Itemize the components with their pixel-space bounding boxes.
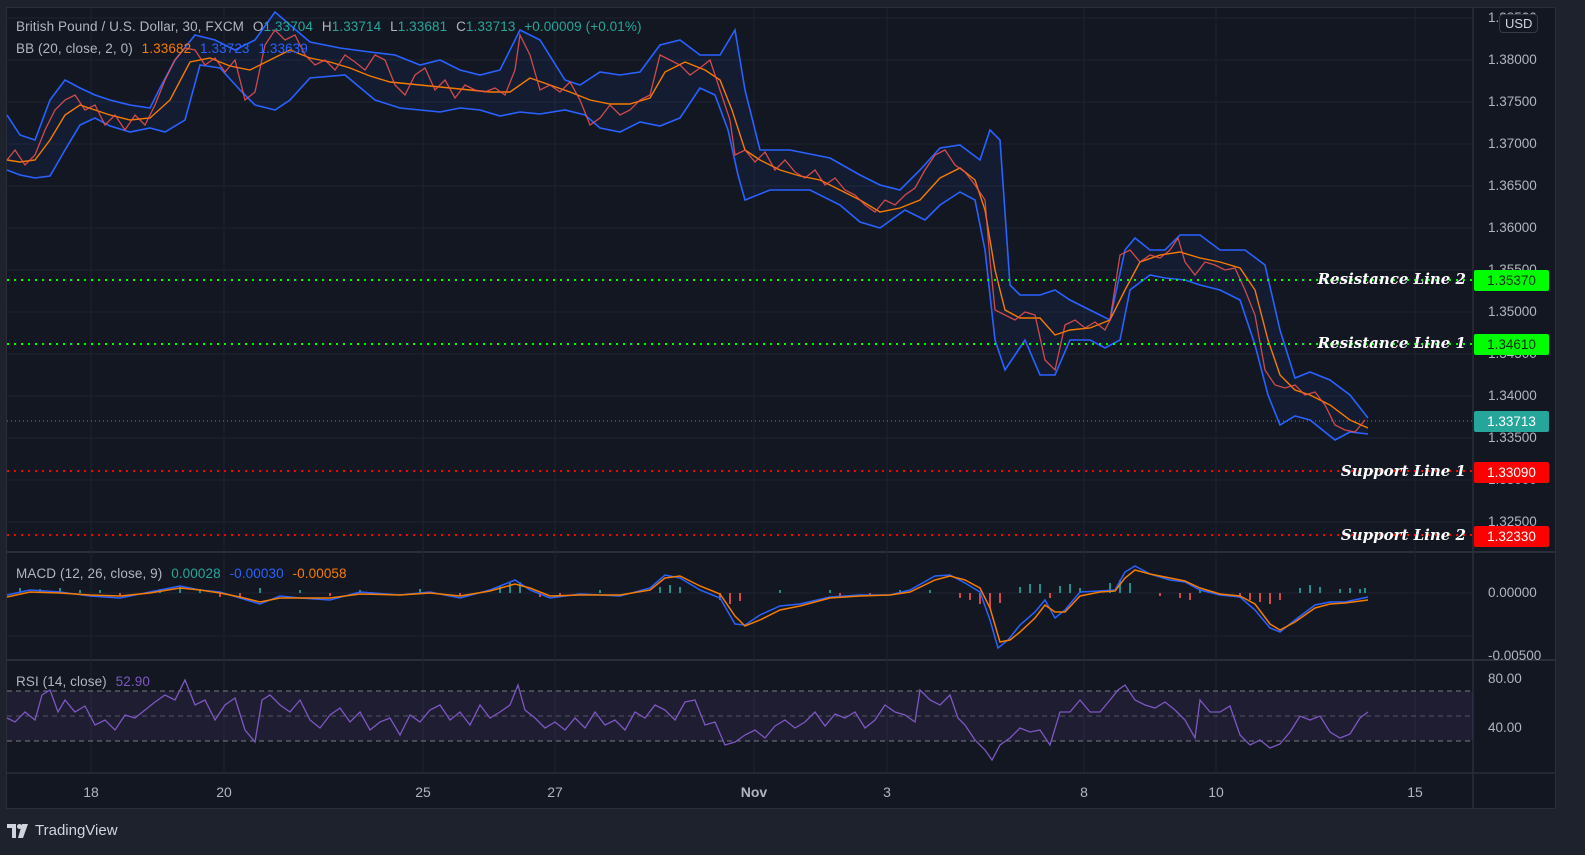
ohlc-high: H1.33714: [321, 19, 382, 34]
price-tick: 1.32500: [1488, 514, 1537, 529]
time-tick: 10: [1208, 784, 1224, 800]
price-tick: 1.35000: [1488, 304, 1537, 319]
time-tick: Nov: [740, 784, 768, 800]
bb-basis-line: [6, 49, 1369, 429]
tradingview-brand[interactable]: TradingView: [7, 822, 118, 839]
price-tick: 1.37500: [1488, 94, 1537, 109]
bb-legend[interactable]: BB (20, close, 2, 0) 1.33682 1.33723 1.3…: [16, 41, 313, 56]
macd-line: [6, 565, 1369, 650]
macd-legend[interactable]: MACD (12, 26, close, 9) 0.00028 -0.00030…: [16, 566, 352, 581]
top-strip: [0, 0, 1585, 7]
ohlc-close: C1.33713: [456, 19, 516, 34]
last-price-tag: 1.33713: [1474, 411, 1549, 432]
bb-lower-value: 1.33639: [258, 41, 308, 56]
bb-basis-value: 1.33682: [141, 41, 192, 56]
rsi-tick: 80.00: [1488, 671, 1522, 686]
price-tick: 1.36500: [1488, 178, 1537, 193]
macd-histogram-value: 0.00028: [171, 566, 221, 581]
bb-upper-line: [6, 10, 1369, 419]
macd-signal-value: -0.00058: [292, 566, 347, 581]
ohlc-open: O1.33704: [252, 19, 314, 34]
price-tick: 1.36000: [1488, 220, 1537, 235]
time-tick: 27: [547, 784, 563, 800]
rsi-label: RSI (14, close): [16, 674, 107, 689]
resistance-line-1-price-tag: 1.34610: [1474, 334, 1549, 355]
macd-tick: -0.00500: [1488, 648, 1542, 663]
currency-button[interactable]: USD: [1499, 14, 1539, 33]
rsi-line: [6, 678, 1369, 762]
bb-lower-line: [6, 64, 1369, 441]
tradingview-logo-icon: [7, 823, 28, 838]
macd-signal-line: [6, 569, 1369, 643]
resistance-line-1-label: Resistance Line 1: [1317, 334, 1466, 352]
rsi-legend[interactable]: RSI (14, close) 52.90: [16, 674, 155, 689]
price-tick: 1.34000: [1488, 388, 1537, 403]
rsi-value: 52.90: [115, 674, 150, 689]
price-tick: 1.33500: [1488, 430, 1537, 445]
time-tick: 8: [1080, 784, 1088, 800]
price-tick: 1.38000: [1488, 52, 1537, 67]
resistance-line-2-label: Resistance Line 2: [1317, 270, 1466, 288]
rsi-tick: 40.00: [1488, 720, 1522, 735]
bb-fill: [7, 12, 1368, 440]
symbol-legend[interactable]: British Pound / U.S. Dollar, 30, FXCM O1…: [16, 19, 647, 34]
support-line-2-label: Support Line 2: [1340, 526, 1466, 544]
bb-label: BB (20, close, 2, 0): [16, 41, 133, 56]
time-tick: 20: [216, 784, 232, 800]
bb-upper-value: 1.33723: [200, 41, 250, 56]
support-line-1-price-tag: 1.33090: [1474, 462, 1549, 483]
macd-tick: 0.00000: [1488, 585, 1537, 600]
time-tick: 15: [1407, 784, 1423, 800]
time-grid: [90, 8, 1416, 773]
price-candles: [6, 28, 1366, 433]
price-tick: 1.37000: [1488, 136, 1537, 151]
time-tick: 25: [415, 784, 431, 800]
support-line-2-price-tag: 1.32330: [1474, 526, 1549, 547]
macd-label: MACD (12, 26, close, 9): [16, 566, 163, 581]
ohlc-low: L1.33681: [390, 19, 448, 34]
time-tick: 18: [83, 784, 99, 800]
support-line-1-label: Support Line 1: [1340, 462, 1466, 480]
price-change: +0.00009 (+0.01%): [524, 19, 642, 34]
symbol-title: British Pound / U.S. Dollar, 30, FXCM: [16, 19, 245, 34]
macd-value: -0.00030: [229, 566, 284, 581]
resistance-line-2-price-tag: 1.35370: [1474, 270, 1549, 291]
chart-frame: [6, 7, 1556, 809]
brand-name: TradingView: [35, 822, 118, 839]
time-tick: 3: [883, 784, 891, 800]
macd-histogram: [19, 580, 1366, 608]
